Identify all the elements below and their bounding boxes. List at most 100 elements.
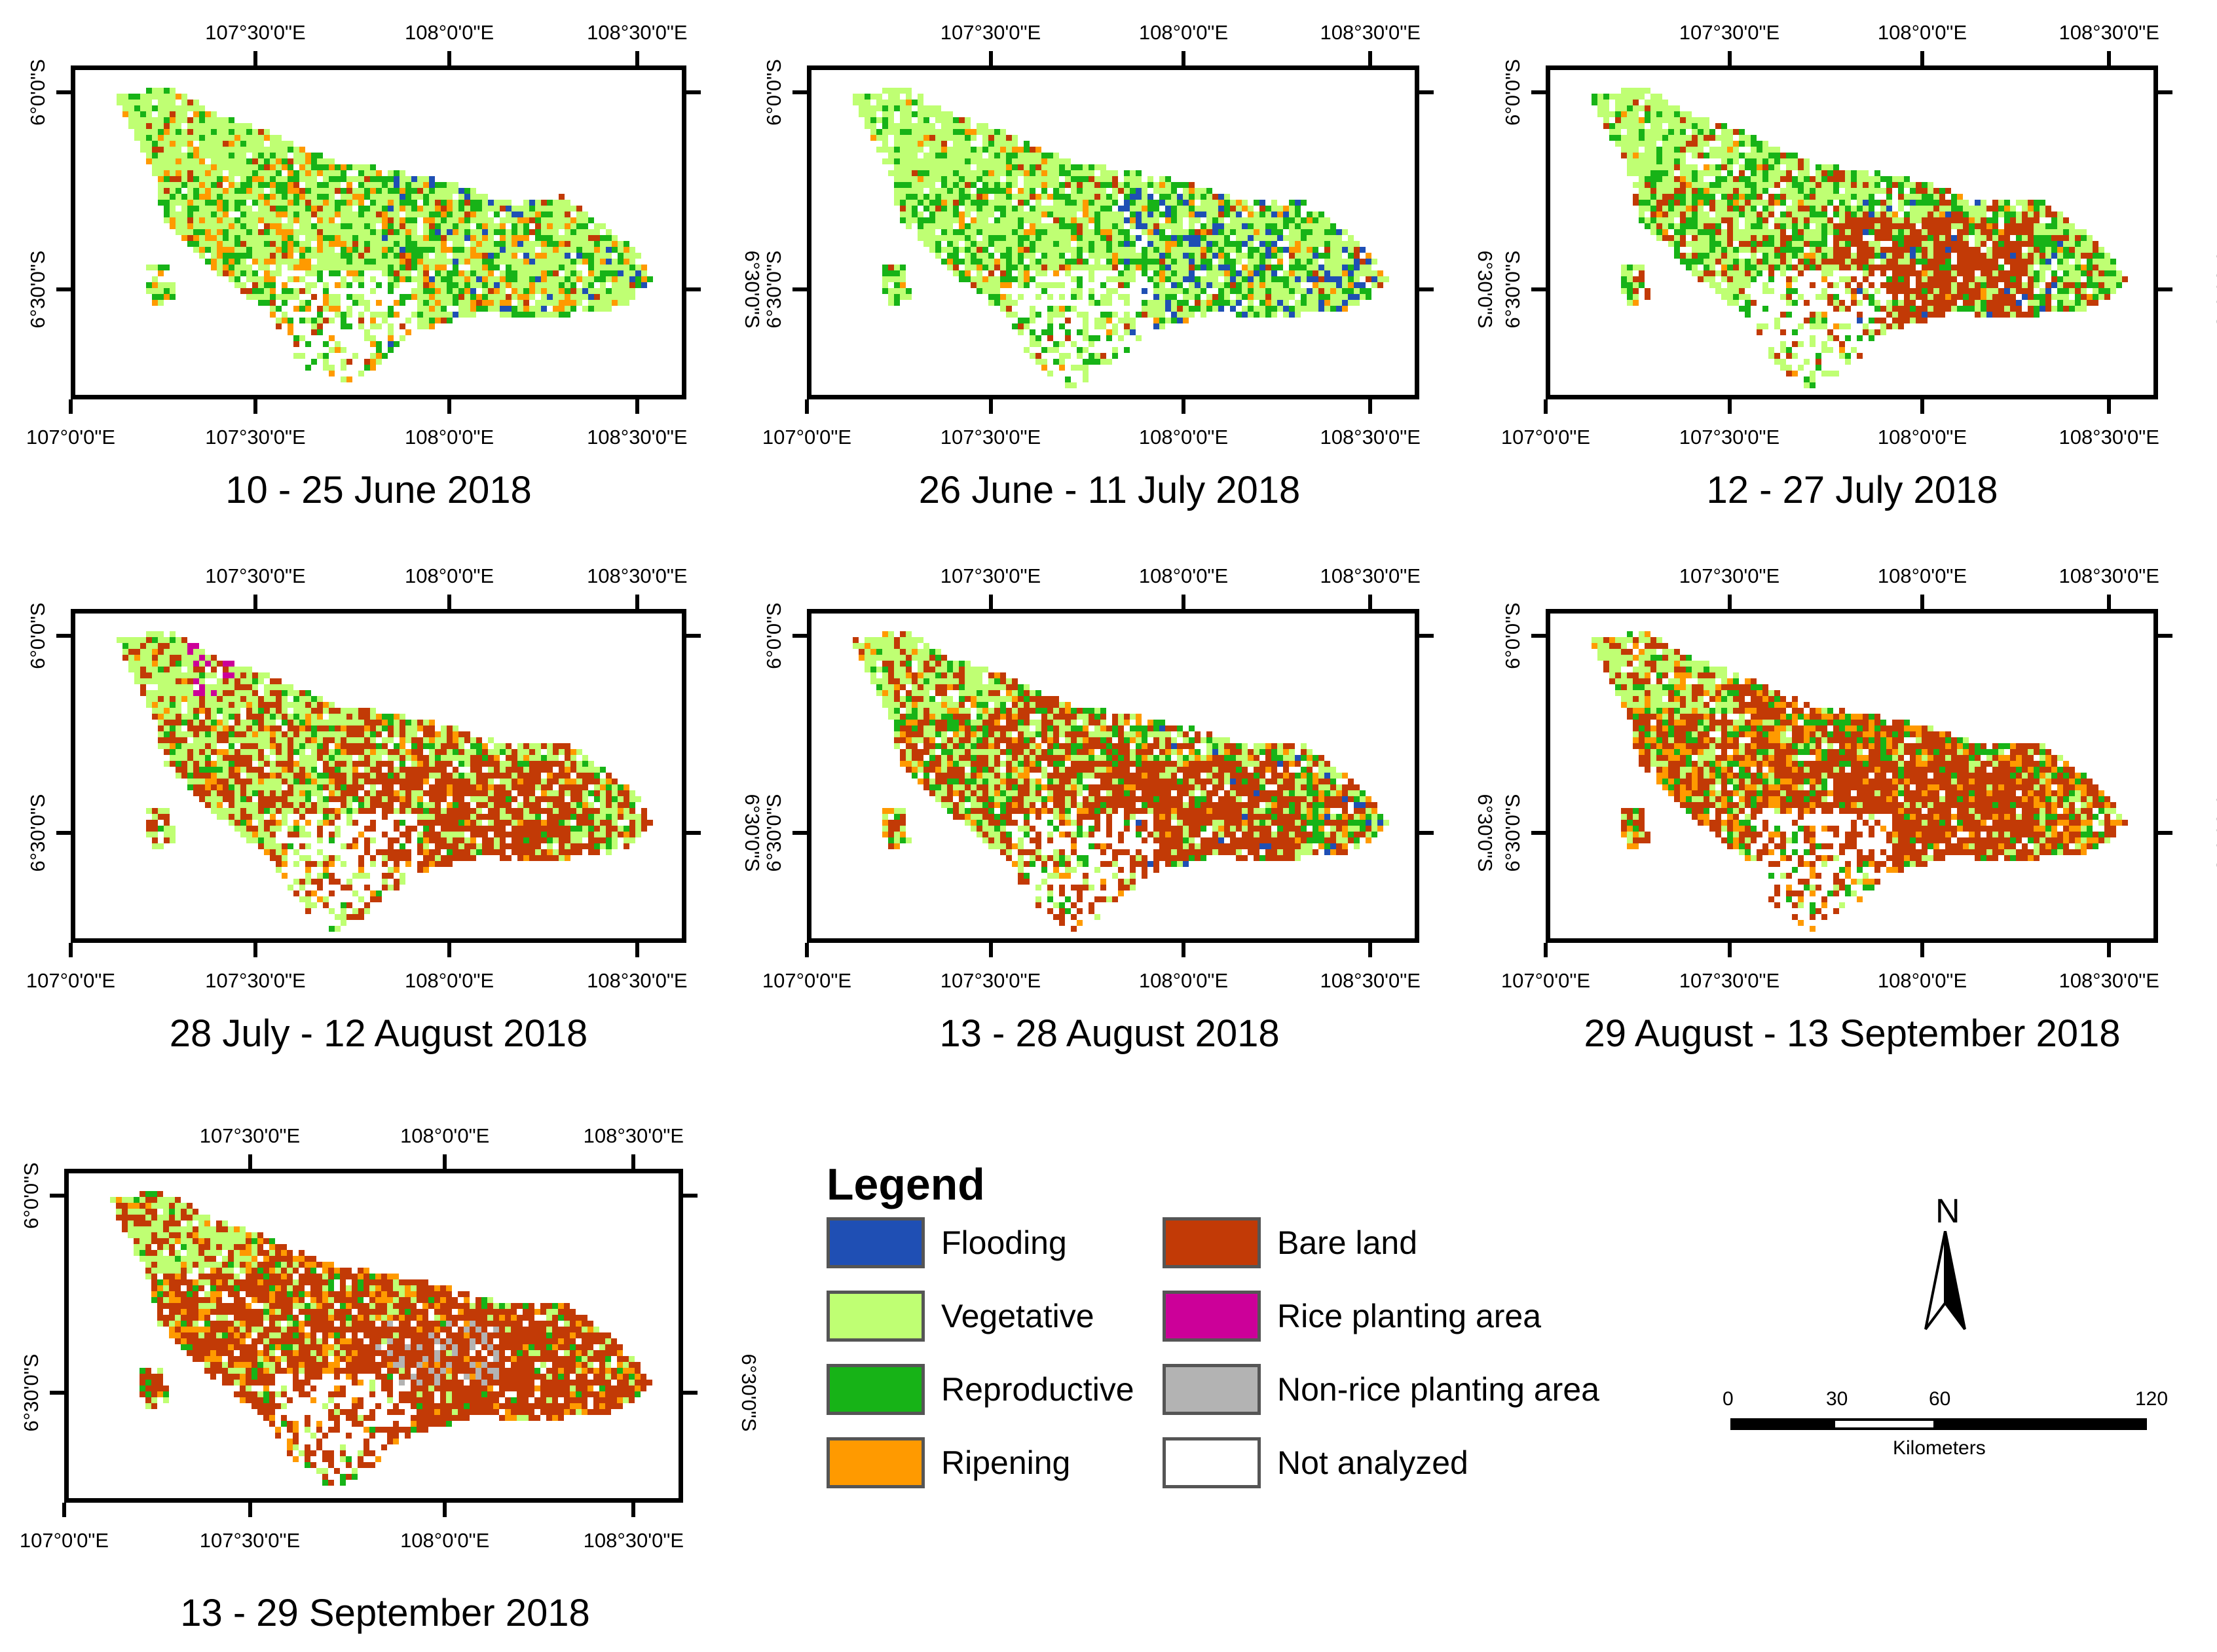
left-tick-label: 6°30'0"S <box>1501 250 1524 329</box>
tick-mark <box>447 51 452 65</box>
top-tick-label: 108°30'0"E <box>1320 564 1421 587</box>
tick-mark <box>50 1390 64 1395</box>
map-frame <box>64 1169 683 1503</box>
top-tick-label: 108°0'0"E <box>1138 564 1229 587</box>
top-tick-label: 108°30'0"E <box>1320 21 1421 44</box>
panel-caption: 13 - 28 August 2018 <box>939 1012 1280 1055</box>
left-tick-label: 6°0'0"S <box>762 58 785 126</box>
tick-mark <box>1544 399 1548 414</box>
panel-caption: 29 August - 13 September 2018 <box>1584 1012 2121 1055</box>
legend-label: Reproductive <box>941 1371 1134 1408</box>
tick-mark <box>1531 830 1546 835</box>
scale-unit: Kilometers <box>1893 1437 1986 1459</box>
top-tick-label: 108°0'0"E <box>1138 21 1229 44</box>
tick-mark <box>2158 633 2172 638</box>
scale-tick-60: 60 <box>1929 1388 1951 1410</box>
left-tick-label: 6°30'0"S <box>1501 794 1524 872</box>
legend-swatch <box>1163 1437 1261 1488</box>
top-tick-label: 107°30'0"E <box>1679 564 1780 587</box>
legend-label: Non-rice planting area <box>1277 1371 1599 1408</box>
legend-item: Non-rice planting area <box>1163 1363 1599 1416</box>
map-frame <box>71 609 686 943</box>
tick-mark <box>56 287 71 291</box>
tick-mark <box>56 633 71 638</box>
tick-mark <box>443 1503 447 1517</box>
tick-mark <box>56 830 71 835</box>
legend-item: Ripening <box>827 1437 1070 1489</box>
top-tick-label: 108°0'0"E <box>400 1124 490 1147</box>
tick-mark <box>686 633 701 638</box>
bottom-tick-label: 107°30'0"E <box>205 969 306 992</box>
map-frame <box>807 609 1419 943</box>
tick-mark <box>792 90 807 94</box>
top-tick-label: 107°30'0"E <box>940 564 1041 587</box>
tick-mark <box>805 943 809 957</box>
top-tick-label: 108°0'0"E <box>404 21 494 44</box>
top-tick-label: 108°0'0"E <box>1877 21 1967 44</box>
tick-mark <box>1182 595 1186 609</box>
classified-rice-map <box>853 631 1389 932</box>
left-tick-label: 6°0'0"S <box>762 602 785 669</box>
tick-mark <box>635 943 639 957</box>
north-label: N <box>1935 1192 1960 1230</box>
tick-mark <box>631 1503 636 1517</box>
tick-mark <box>686 830 701 835</box>
right-tick-label: 6°30'0"S <box>2212 794 2217 872</box>
top-tick-label: 107°30'0"E <box>205 21 306 44</box>
left-tick-label: 6°30'0"S <box>26 794 49 872</box>
tick-mark <box>253 943 257 957</box>
top-tick-label: 108°30'0"E <box>2059 564 2159 587</box>
bottom-tick-label: 107°0'0"E <box>19 1529 109 1552</box>
tick-mark <box>1544 943 1548 957</box>
tick-mark <box>2107 399 2112 414</box>
scale-tick-30: 30 <box>1826 1388 1848 1410</box>
legend-swatch <box>827 1291 925 1342</box>
right-tick-label: 6°30'0"S <box>1474 250 1497 329</box>
classified-rice-map <box>110 1191 652 1486</box>
tick-mark <box>683 1193 698 1198</box>
north-arrow-icon <box>1924 1231 1966 1331</box>
tick-mark <box>1419 633 1434 638</box>
legend-swatch <box>827 1364 925 1415</box>
bottom-tick-label: 108°30'0"E <box>587 969 688 992</box>
left-tick-label: 6°0'0"S <box>1501 602 1524 669</box>
scale-bar: 0 30 60 120 Kilometers <box>1723 1388 2168 1460</box>
tick-mark <box>1727 595 1732 609</box>
tick-mark <box>2158 287 2172 291</box>
bottom-tick-label: 107°30'0"E <box>940 426 1041 449</box>
panel-caption: 13 - 29 September 2018 <box>180 1592 590 1634</box>
tick-mark <box>2107 943 2112 957</box>
tick-mark <box>988 399 993 414</box>
legend-label: Bare land <box>1277 1224 1418 1261</box>
tick-mark <box>1182 51 1186 65</box>
bottom-tick-label: 107°0'0"E <box>26 969 116 992</box>
top-tick-label: 108°30'0"E <box>2059 21 2159 44</box>
bottom-tick-label: 107°30'0"E <box>199 1529 301 1552</box>
tick-mark <box>631 1154 636 1169</box>
bottom-tick-label: 108°30'0"E <box>2059 426 2159 449</box>
legend-item: Bare land <box>1163 1217 1417 1269</box>
bottom-tick-label: 108°0'0"E <box>404 969 494 992</box>
right-tick-label: 6°30'0"S <box>741 794 764 872</box>
right-tick-label: 6°30'0"S <box>737 1353 760 1432</box>
top-tick-label: 107°30'0"E <box>1679 21 1780 44</box>
tick-mark <box>1531 633 1546 638</box>
bottom-tick-label: 108°0'0"E <box>1138 969 1229 992</box>
tick-mark <box>2158 90 2172 94</box>
tick-mark <box>805 399 809 414</box>
legend-item: Not analyzed <box>1163 1437 1468 1489</box>
tick-mark <box>1727 943 1732 957</box>
legend-swatch <box>827 1437 925 1488</box>
classified-rice-map <box>1592 631 2128 932</box>
left-tick-label: 6°30'0"S <box>20 1353 43 1432</box>
tick-mark <box>1368 595 1373 609</box>
tick-mark <box>1920 399 1925 414</box>
panel-caption: 10 - 25 June 2018 <box>225 469 532 511</box>
right-tick-label: 6°30'0"S <box>741 250 764 329</box>
bottom-tick-label: 107°30'0"E <box>1679 426 1780 449</box>
classified-rice-map <box>853 88 1389 388</box>
tick-mark <box>1419 287 1434 291</box>
bottom-tick-label: 107°0'0"E <box>26 426 116 449</box>
bottom-tick-label: 107°0'0"E <box>1500 969 1591 992</box>
scale-bar-graphic <box>1730 1418 2147 1430</box>
